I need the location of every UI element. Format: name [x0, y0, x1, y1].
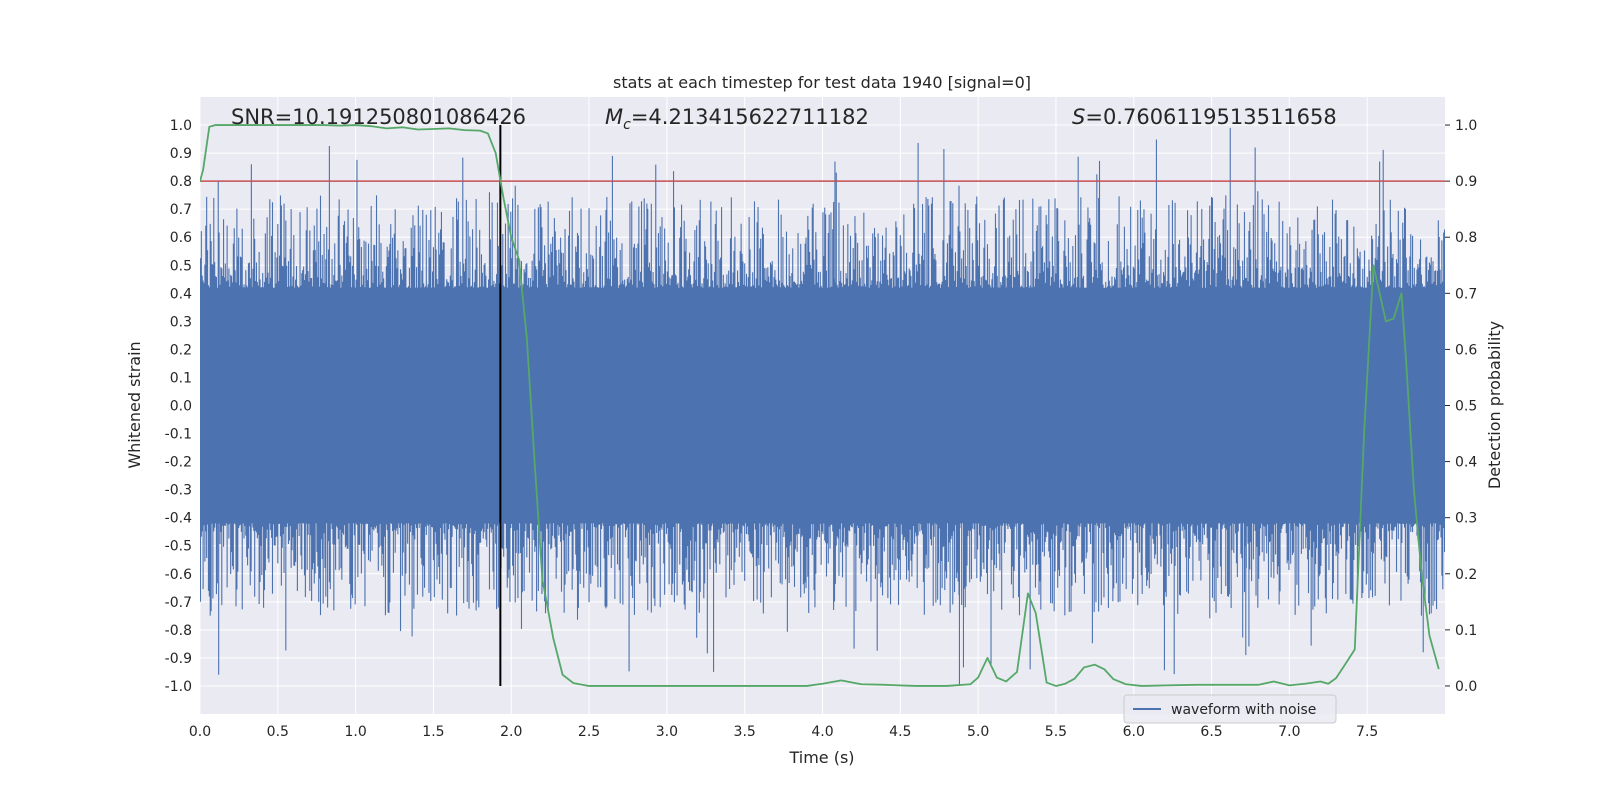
legend-label-waveform: waveform with noise [1171, 702, 1316, 718]
y-right-tick-label: 0.2 [1455, 567, 1477, 583]
legend-box [1123, 694, 1337, 724]
x-tick-label: 7.5 [1356, 724, 1378, 740]
s-value: =0.7606119513511658 [1085, 105, 1336, 129]
y-right-axis-ticks: 1.0 0.9 0.8 0.7 0.6 0.5 0.4 0.3 0.2 0.1 0.0 [1445, 118, 1477, 695]
y-left-tick-label: 0.2 [170, 342, 192, 358]
x-tick-label: 4.5 [889, 724, 911, 740]
x-tick-label: 7.0 [1278, 724, 1300, 740]
chart-title: stats at each timestep for test data 194… [613, 73, 1031, 92]
y-left-tick-label: -0.9 [165, 651, 192, 667]
waveform-series [200, 127, 1445, 686]
plot-content [200, 124, 1445, 687]
chirp-mass-subscript: c [623, 117, 631, 133]
chirp-mass-symbol: M [605, 105, 623, 129]
x-tick-label: 2.0 [500, 724, 522, 740]
x-tick-label: 3.5 [734, 724, 756, 740]
y-left-tick-label: 1.0 [170, 118, 192, 134]
x-axis-label: Time (s) [788, 748, 854, 767]
x-tick-label: 6.5 [1200, 724, 1222, 740]
y-right-tick-label: 0.6 [1455, 342, 1477, 358]
y-left-tick-label: 0.0 [170, 399, 192, 415]
y-left-tick-label: 0.1 [170, 370, 192, 386]
y-right-tick-label: 0.4 [1455, 455, 1477, 471]
y-left-tick-label: -1.0 [165, 679, 192, 695]
y-left-tick-label: 0.3 [170, 314, 192, 330]
x-tick-label: 5.0 [967, 724, 989, 740]
y-left-tick-label: 0.5 [170, 258, 192, 274]
y-right-tick-label: 0.1 [1455, 623, 1477, 639]
x-tick-label: 0.0 [189, 724, 211, 740]
y-right-axis-label: Detection probability [1485, 321, 1504, 489]
y-left-tick-label: 0.7 [170, 202, 192, 218]
y-left-tick-label: -0.3 [165, 483, 192, 499]
x-tick-label: 6.0 [1123, 724, 1145, 740]
y-left-tick-label: -0.6 [165, 567, 192, 583]
s-symbol: S [1072, 105, 1085, 129]
x-axis-ticks: 0.0 0.5 1.0 1.5 2.0 2.5 3.0 3.5 4.0 4.5 5.0 5.5 6.0 6… [189, 724, 1378, 740]
y-right-tick-label: 0.0 [1455, 679, 1477, 695]
x-tick-label: 3.0 [656, 724, 678, 740]
legend: waveform with noise [1123, 694, 1337, 724]
x-tick-label: 2.5 [578, 724, 600, 740]
y-left-tick-label: 0.4 [170, 286, 192, 302]
y-left-axis-label: Whitened strain [125, 341, 144, 468]
waveform-line [200, 127, 1445, 686]
y-left-tick-label: 0.6 [170, 230, 192, 246]
y-left-tick-label: -0.2 [165, 455, 192, 471]
y-right-tick-label: 0.7 [1455, 286, 1477, 302]
y-left-tick-label: -0.8 [165, 623, 192, 639]
x-tick-label: 1.5 [422, 724, 444, 740]
s-annotation: S=0.7606119513511658 [1072, 105, 1337, 129]
y-right-tick-label: 0.8 [1455, 230, 1477, 246]
chirp-mass-value: =4.213415622711182 [631, 105, 869, 129]
x-tick-label: 0.5 [267, 724, 289, 740]
snr-annotation: SNR=10.191250801086426 [231, 105, 526, 129]
x-tick-label: 4.0 [811, 724, 833, 740]
y-left-tick-label: -0.7 [165, 595, 192, 611]
chirp-mass-annotation: Mc=4.213415622711182 [605, 105, 869, 133]
x-tick-label: 5.5 [1045, 724, 1067, 740]
y-left-tick-label: -0.4 [165, 511, 192, 527]
y-left-tick-label: 0.8 [170, 174, 192, 190]
overlay-series [200, 124, 1445, 687]
y-right-tick-label: 0.9 [1455, 174, 1477, 190]
y-right-tick-label: 0.5 [1455, 399, 1477, 415]
y-left-tick-label: 0.9 [170, 146, 192, 162]
x-tick-label: 1.0 [344, 724, 366, 740]
y-left-axis-ticks: 1.0 0.9 0.8 0.7 0.6 0.5 0.4 0.3 0.2 0.1 0.0 -0.1 -0.… [165, 118, 192, 695]
detection-probability-line [200, 124, 1440, 687]
y-left-tick-label: -0.5 [165, 539, 192, 555]
y-right-tick-label: 1.0 [1455, 118, 1477, 134]
y-left-tick-label: -0.1 [165, 427, 192, 443]
y-right-tick-label: 0.3 [1455, 511, 1477, 527]
